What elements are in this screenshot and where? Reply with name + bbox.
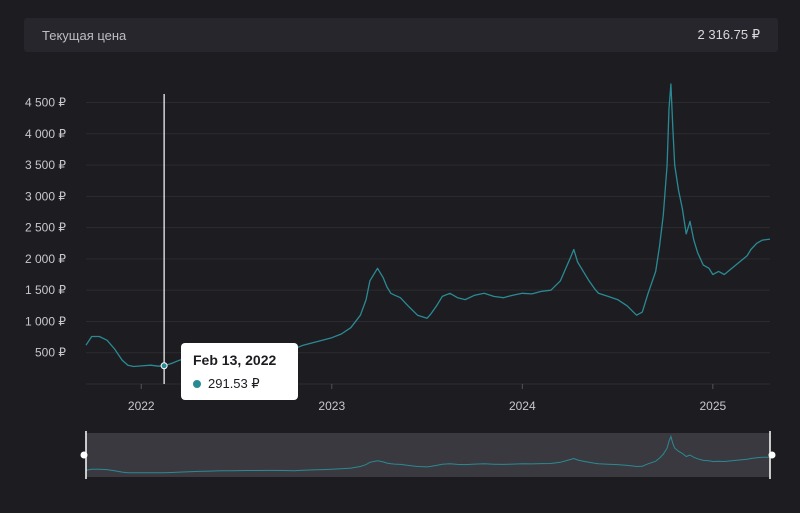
series-dot-icon [193,380,201,388]
y-tick-label: 500 ₽ [35,346,66,360]
current-price-bar: Текущая цена 2 316.75 ₽ [24,18,778,52]
tooltip-row: 291.53 ₽ [193,376,286,392]
price-line [85,83,771,368]
navigator-left-grip-icon[interactable] [80,451,88,459]
navigator-line [85,434,771,474]
y-tick-label: 3 500 ₽ [25,158,66,172]
x-tick-label: 2022 [128,399,155,413]
x-tick-label: 2025 [699,399,726,413]
tooltip-value: 291.53 ₽ [208,376,260,391]
y-tick-label: 1 500 ₽ [25,283,66,297]
current-price-label: Текущая цена [42,27,127,43]
y-tick-label: 4 500 ₽ [25,96,66,110]
y-tick-label: 2 500 ₽ [25,221,66,235]
current-price-value: 2 316.75 ₽ [697,27,761,42]
tooltip-date: Feb 13, 2022 [193,352,277,368]
navigator-right-grip-icon[interactable] [768,451,776,459]
chart-tooltip: Feb 13, 2022 291.53 ₽ [181,343,298,400]
y-tick-label: 3 000 ₽ [25,189,66,203]
crosshair-point [160,362,168,370]
y-tick-label: 4 000 ₽ [25,127,66,141]
navigator-background [86,433,770,477]
x-tick-label: 2023 [318,399,345,413]
y-tick-label: 1 000 ₽ [25,314,66,328]
y-tick-label: 2 000 ₽ [25,252,66,266]
x-tick-label: 2024 [509,399,536,413]
